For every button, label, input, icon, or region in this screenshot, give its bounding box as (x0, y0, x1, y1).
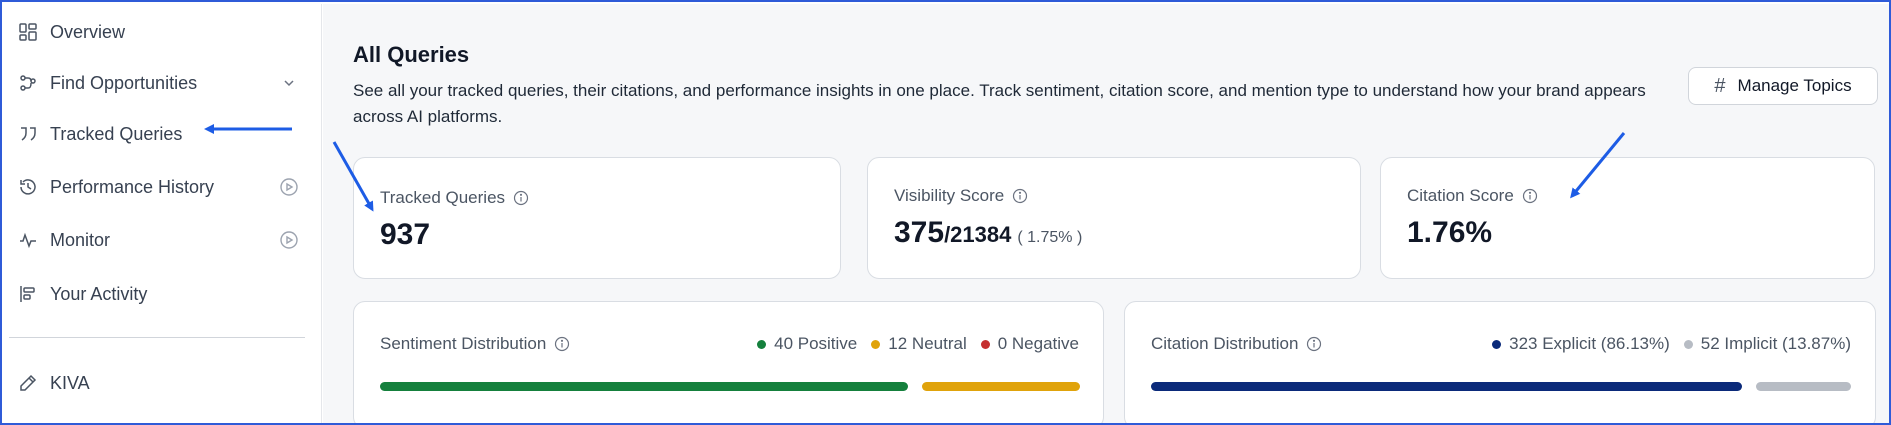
sidebar-divider (9, 337, 305, 338)
pencil-icon (16, 371, 40, 395)
sidebar-item-monitor[interactable]: Monitor (16, 225, 110, 255)
visibility-score-total: /21384 (944, 222, 1012, 247)
legend-negative: 0 Negative (980, 334, 1079, 354)
citation-score-card: Citation Score 1.76% (1380, 157, 1875, 279)
implicit-dot (1683, 339, 1693, 349)
play-circle-icon[interactable] (279, 225, 299, 255)
positive-dot (757, 339, 767, 349)
citation-implicit-bar (1755, 382, 1851, 391)
play-circle-icon[interactable] (279, 172, 299, 202)
sentiment-positive-bar (380, 382, 908, 391)
sidebar-item-label: Monitor (50, 229, 111, 250)
info-icon[interactable] (1522, 188, 1538, 204)
sidebar: Overview Find Opportunities Tracked Quer… (4, 4, 322, 423)
sidebar-item-tracked-queries[interactable]: Tracked Queries (16, 119, 182, 149)
info-icon[interactable] (1012, 188, 1028, 204)
history-icon (16, 175, 40, 199)
sidebar-item-find-opportunities[interactable]: Find Opportunities (16, 68, 197, 98)
legend-explicit: 323 Explicit (86.13%) (1492, 334, 1670, 354)
dashboard-icon (16, 20, 40, 44)
sidebar-item-your-activity[interactable]: Your Activity (16, 279, 147, 309)
sidebar-item-label: Tracked Queries (50, 123, 183, 144)
tracked-queries-label: Tracked Queries (380, 188, 529, 208)
sentiment-distribution-card: Sentiment Distribution 40 Positive 12 Ne… (353, 301, 1104, 423)
main-content: All Queries See all your tracked queries… (323, 4, 1889, 423)
sidebar-item-label: Find Opportunities (50, 72, 198, 93)
hash-icon: # (1714, 74, 1726, 97)
info-icon[interactable] (1306, 336, 1322, 352)
manage-topics-button[interactable]: # Manage Topics (1688, 67, 1878, 105)
network-icon (16, 71, 40, 95)
sidebar-item-label: Performance History (50, 176, 215, 197)
explicit-dot (1492, 339, 1502, 349)
citation-distribution-label: Citation Distribution (1151, 334, 1322, 354)
tracked-queries-value: 937 (380, 218, 431, 251)
tracked-queries-card: Tracked Queries 937 (353, 157, 841, 279)
citation-legend: 323 Explicit (86.13%) 52 Implicit (13.87… (1478, 334, 1851, 354)
legend-neutral: 12 Neutral (871, 334, 967, 354)
sentiment-legend: 40 Positive 12 Neutral 0 Negative (743, 334, 1079, 354)
sidebar-item-overview[interactable]: Overview (16, 17, 125, 47)
sidebar-item-label: KIVA (50, 372, 90, 393)
activity-icon (16, 228, 40, 252)
visibility-score-value: 375/21384( 1.75% ) (894, 216, 1083, 249)
visibility-score-percent: ( 1.75% ) (1017, 229, 1083, 246)
citation-explicit-bar (1151, 382, 1742, 391)
info-icon[interactable] (513, 190, 529, 206)
citation-score-label: Citation Score (1407, 186, 1538, 206)
citation-distribution-card: Citation Distribution 323 Explicit (86.1… (1124, 301, 1876, 423)
visibility-score-card: Visibility Score 375/21384( 1.75% ) (867, 157, 1361, 279)
sidebar-item-label: Your Activity (50, 283, 148, 304)
page-title: All Queries (353, 42, 470, 67)
sentiment-distribution-label: Sentiment Distribution (380, 334, 570, 354)
neutral-dot (871, 339, 881, 349)
sentiment-neutral-bar (921, 382, 1080, 391)
negative-dot (980, 339, 990, 349)
legend-implicit: 52 Implicit (13.87%) (1683, 334, 1851, 354)
page-description: See all your tracked queries, their cita… (353, 81, 1646, 126)
manage-topics-label: Manage Topics (1737, 76, 1852, 95)
citation-score-value: 1.76% (1407, 216, 1493, 249)
quote-icon (16, 122, 40, 146)
sidebar-item-label: Overview (50, 21, 126, 42)
align-left-icon (16, 282, 40, 306)
info-icon[interactable] (554, 336, 570, 352)
legend-positive: 40 Positive (757, 334, 857, 354)
visibility-score-label: Visibility Score (894, 186, 1028, 206)
chevron-down-icon[interactable] (279, 68, 299, 98)
sidebar-item-kiva[interactable]: KIVA (16, 368, 90, 398)
sidebar-item-performance-history[interactable]: Performance History (16, 172, 214, 202)
